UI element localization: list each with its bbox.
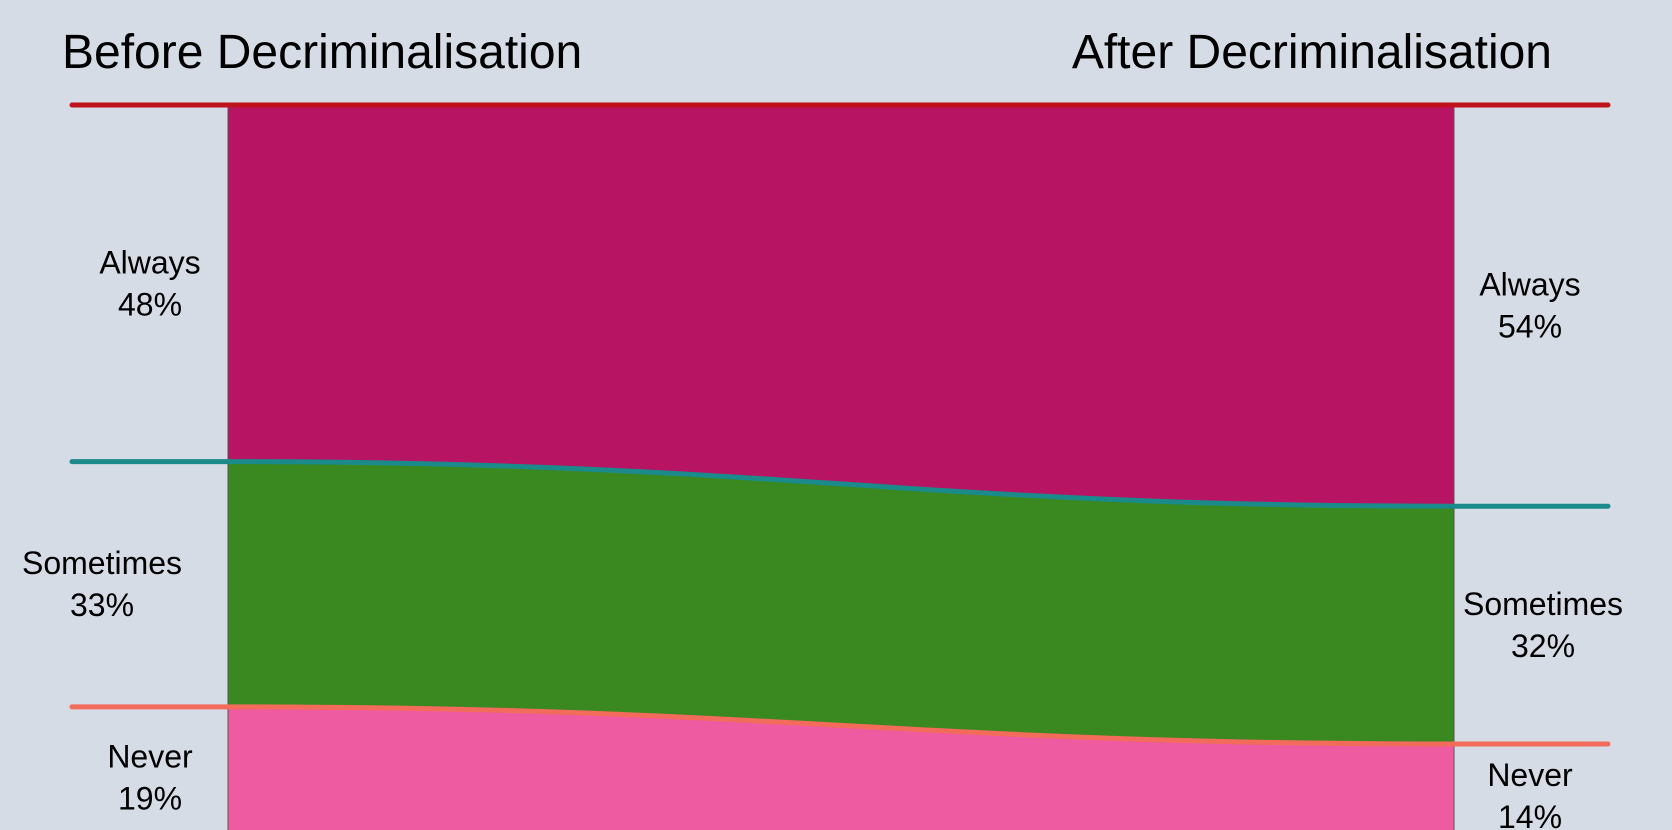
area-band-never [228,706,1454,830]
label-after-never: Never 14% [1487,757,1573,830]
label-before-sometimes: Sometimes 33% [22,545,182,623]
chart-boundary-lines [69,102,1611,747]
boundary-line-never [69,704,1611,747]
heading-after: After Decriminalisation [1072,26,1552,79]
boundary-line-sometimes [69,459,1611,509]
chart-areas [227,105,1455,830]
area-band-sometimes [228,461,1454,744]
area-band-always [228,105,1454,507]
heading-before: Before Decriminalisation [62,26,582,79]
label-before-never: Never 19% [107,738,193,816]
label-before-always: Always 48% [99,244,200,322]
chart-labels: Before Decriminalisation After Decriminal… [22,26,1623,830]
label-after-sometimes: Sometimes 32% [1463,586,1623,664]
label-after-always: Always 54% [1479,267,1580,345]
